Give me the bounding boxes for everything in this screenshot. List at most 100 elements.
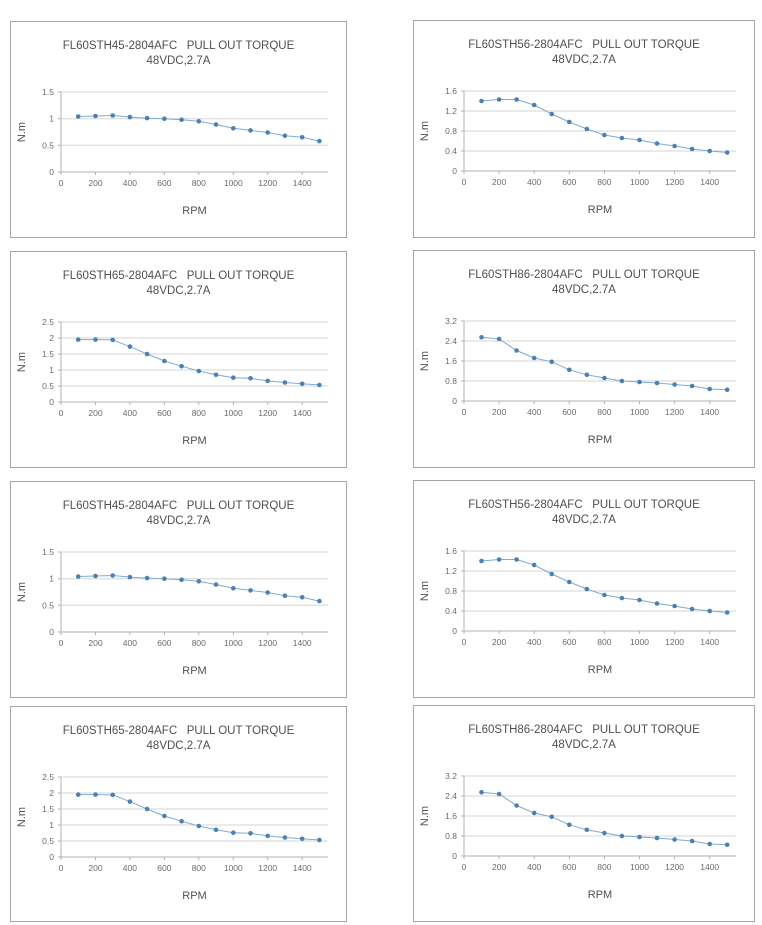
svg-text:1.6: 1.6 [445, 546, 457, 556]
svg-text:1000: 1000 [224, 408, 243, 418]
svg-text:3.2: 3.2 [445, 316, 457, 326]
svg-text:600: 600 [157, 638, 171, 648]
svg-text:400: 400 [123, 178, 137, 188]
svg-text:RPM: RPM [588, 889, 612, 901]
svg-text:2: 2 [49, 333, 54, 343]
svg-text:1200: 1200 [665, 177, 684, 187]
svg-text:1000: 1000 [224, 638, 243, 648]
svg-text:600: 600 [562, 177, 576, 187]
svg-text:1000: 1000 [630, 177, 649, 187]
svg-text:600: 600 [562, 862, 576, 872]
svg-text:1000: 1000 [630, 407, 649, 417]
svg-text:1: 1 [49, 574, 54, 584]
svg-text:400: 400 [123, 638, 137, 648]
svg-text:1.5: 1.5 [42, 349, 54, 359]
svg-text:0: 0 [452, 166, 457, 176]
svg-text:200: 200 [88, 178, 102, 188]
svg-text:2.4: 2.4 [445, 791, 457, 801]
svg-text:N.m: N.m [16, 122, 28, 142]
svg-text:1000: 1000 [224, 178, 243, 188]
svg-text:0.8: 0.8 [445, 831, 457, 841]
svg-text:200: 200 [492, 177, 506, 187]
torque-line-chart: 0 200 400 600 800 1000 1200 1400 0 0.5 1 1.5 RPM N.m [16, 87, 328, 217]
svg-text:200: 200 [492, 407, 506, 417]
chart-title: FL60STH45-2804AFC PULL OUT TORQUE [62, 40, 295, 52]
chart-subtitle: 48VDC,2.7A [146, 740, 211, 752]
torque-line-chart: 0 200 400 600 800 1000 1200 1400 0 0.5 1 1.5 2 2.5 RPM… [16, 772, 328, 902]
svg-text:2: 2 [49, 788, 54, 798]
svg-text:N.m: N.m [16, 352, 28, 372]
chart-subtitle: 48VDC,2.7A [552, 514, 616, 526]
svg-text:800: 800 [597, 862, 611, 872]
svg-text:1400: 1400 [700, 407, 719, 417]
svg-text:1200: 1200 [258, 638, 277, 648]
svg-text:0.5: 0.5 [42, 381, 54, 391]
chart-subtitle: 48VDC,2.7A [146, 285, 211, 297]
svg-text:1: 1 [49, 820, 54, 830]
svg-text:200: 200 [492, 862, 506, 872]
svg-text:0: 0 [49, 627, 54, 637]
chart-subtitle: 48VDC,2.7A [146, 55, 211, 67]
svg-text:1.6: 1.6 [445, 811, 457, 821]
svg-text:400: 400 [123, 863, 137, 873]
svg-text:0: 0 [452, 396, 457, 406]
svg-text:1.5: 1.5 [42, 804, 54, 814]
svg-text:1400: 1400 [293, 408, 312, 418]
chart-panel-5: FL60STH45-2804AFC PULL OUT TORQUE 48VDC,… [10, 481, 347, 698]
svg-text:0: 0 [452, 626, 457, 636]
chart-subtitle: 48VDC,2.7A [552, 284, 616, 296]
svg-text:800: 800 [597, 637, 611, 647]
svg-text:1200: 1200 [258, 863, 277, 873]
torque-line-chart: 0 200 400 600 800 1000 1200 1400 0 0.8 1.6 2.4 3.2 RP… [419, 316, 736, 446]
svg-text:1.6: 1.6 [445, 356, 457, 366]
svg-text:RPM: RPM [182, 665, 206, 677]
svg-text:0.5: 0.5 [42, 140, 54, 150]
chart-title: FL60STH86-2804AFC PULL OUT TORQUE [468, 269, 700, 281]
svg-text:1.6: 1.6 [445, 86, 457, 96]
svg-text:600: 600 [562, 637, 576, 647]
svg-text:1: 1 [49, 365, 54, 375]
svg-text:2.5: 2.5 [42, 317, 54, 327]
svg-text:600: 600 [157, 408, 171, 418]
svg-text:0: 0 [462, 637, 467, 647]
svg-text:1200: 1200 [258, 178, 277, 188]
chart-panel-6: FL60STH56-2804AFC PULL OUT TORQUE 48VDC,… [413, 480, 755, 698]
svg-text:N.m: N.m [419, 351, 431, 371]
svg-text:1000: 1000 [630, 637, 649, 647]
svg-text:RPM: RPM [182, 890, 206, 902]
svg-text:600: 600 [157, 178, 171, 188]
svg-text:400: 400 [123, 408, 137, 418]
chart-panel-7: FL60STH65-2804AFC PULL OUT TORQUE 48VDC,… [10, 706, 347, 922]
svg-text:800: 800 [597, 407, 611, 417]
svg-text:200: 200 [88, 638, 102, 648]
chart-subtitle: 48VDC,2.7A [552, 54, 616, 66]
svg-text:800: 800 [192, 863, 206, 873]
svg-text:0: 0 [59, 178, 64, 188]
svg-text:1400: 1400 [700, 177, 719, 187]
svg-text:0.4: 0.4 [445, 146, 457, 156]
svg-text:800: 800 [597, 177, 611, 187]
torque-line-chart: 0 200 400 600 800 1000 1200 1400 0 0.5 1 1.5 2 2.5 RPM… [16, 317, 328, 447]
svg-text:200: 200 [492, 637, 506, 647]
svg-text:N.m: N.m [16, 807, 28, 827]
chart-title: FL60STH65-2804AFC PULL OUT TORQUE [62, 270, 295, 282]
svg-text:3.2: 3.2 [445, 771, 457, 781]
chart-panel-3: FL60STH65-2804AFC PULL OUT TORQUE 48VDC,… [10, 251, 347, 468]
chart-panel-1: FL60STH45-2804AFC PULL OUT TORQUE 48VDC,… [10, 21, 347, 238]
svg-text:1400: 1400 [293, 638, 312, 648]
svg-text:1.5: 1.5 [42, 87, 54, 97]
svg-text:N.m: N.m [419, 581, 431, 601]
svg-text:0: 0 [49, 167, 54, 177]
svg-text:600: 600 [562, 407, 576, 417]
svg-text:1: 1 [49, 114, 54, 124]
svg-text:RPM: RPM [182, 205, 206, 217]
svg-text:0: 0 [59, 863, 64, 873]
chart-title: FL60STH86-2804AFC PULL OUT TORQUE [468, 724, 700, 736]
svg-text:RPM: RPM [588, 204, 612, 216]
svg-text:1400: 1400 [700, 637, 719, 647]
torque-line-chart: 0 200 400 600 800 1000 1200 1400 0 0.4 0.8 1.2 1.6 RP… [419, 546, 736, 676]
torque-line-chart: 0 200 400 600 800 1000 1200 1400 0 0.5 1 1.5 RPM N.m [16, 547, 328, 677]
svg-text:0.8: 0.8 [445, 126, 457, 136]
svg-text:1000: 1000 [224, 863, 243, 873]
chart-title: FL60STH56-2804AFC PULL OUT TORQUE [468, 39, 700, 51]
